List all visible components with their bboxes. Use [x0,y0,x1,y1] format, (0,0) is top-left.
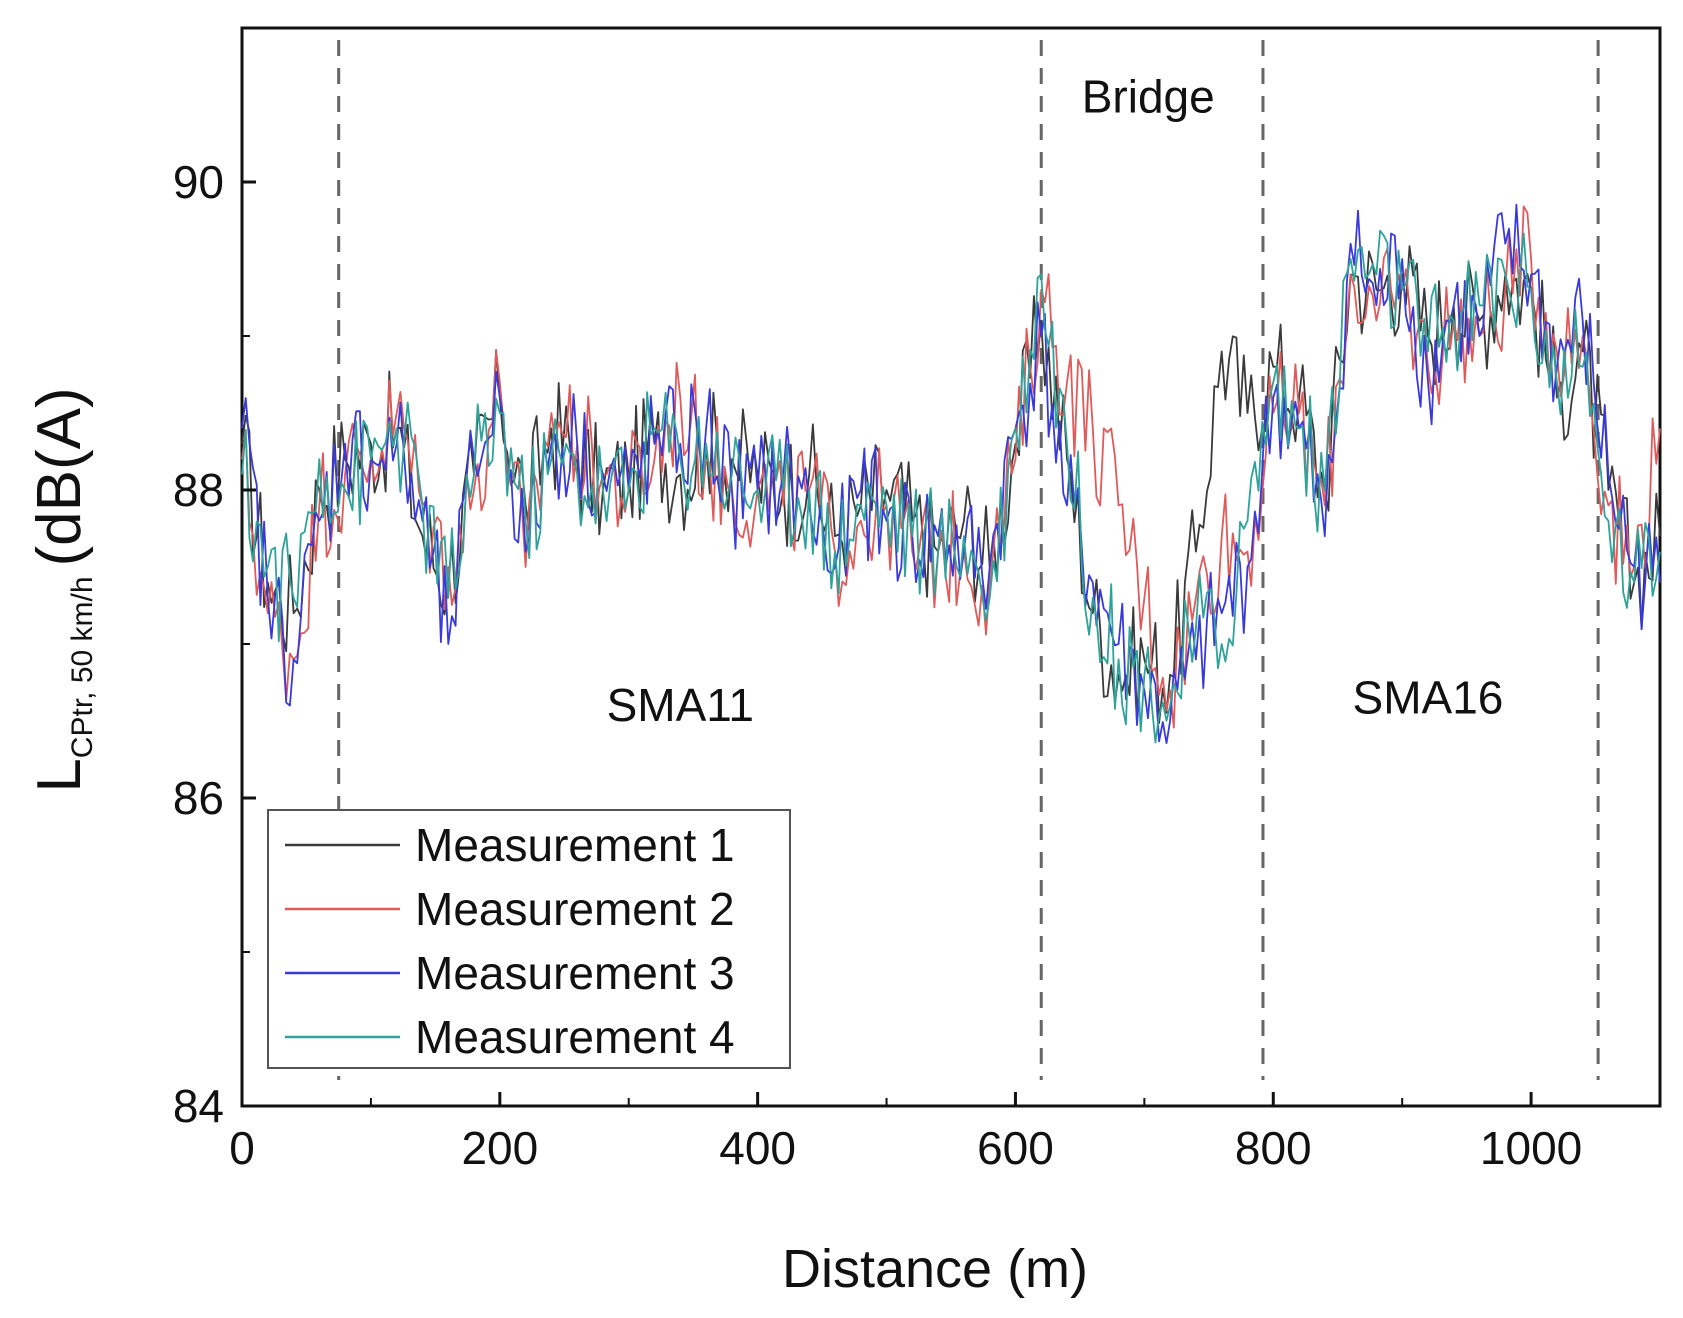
y-axis-title: LCPtr, 50 km/h (dB(A) [25,387,99,792]
region-label-sma16: SMA16 [1353,671,1504,723]
series-line-2 [241,205,1661,729]
svg-text:LCPtr, 50 km/h(dB(A): LCPtr, 50 km/h (dB(A) [25,387,99,792]
region-labels: SMA11 Bridge SMA16 [607,71,1504,731]
x-tick-label: 800 [1235,1122,1312,1174]
x-tick-label: 0 [229,1122,255,1174]
series-line-4 [241,229,1661,744]
x-tick-label: 400 [719,1122,796,1174]
legend-label-4: Measurement 4 [415,1011,735,1063]
legend-label-2: Measurement 2 [415,883,735,935]
y-tick-label: 84 [173,1080,224,1132]
y-tick-label: 86 [173,772,224,824]
y-axis-unit: (dB(A) [25,387,94,566]
x-tick-label: 1000 [1480,1122,1582,1174]
x-tick-label: 600 [977,1122,1054,1174]
plot-frame [240,26,1662,1108]
series-line-3 [241,203,1661,744]
y-tick-label: 90 [173,156,224,208]
legend-label-3: Measurement 3 [415,947,735,999]
series-line-1 [241,245,1661,725]
x-axis-title: Distance (m) [782,1239,1088,1299]
x-axis-ticks: 0 200 400 600 800 1000 [229,1092,1661,1174]
y-tick-label: 88 [173,464,224,516]
legend-items: Measurement 1 Measurement 2 Measurement 3 M… [285,819,735,1063]
legend: Measurement 1 Measurement 2 Measurement 3 M… [267,809,791,1069]
region-label-bridge: Bridge [1082,71,1215,123]
legend-label-1: Measurement 1 [415,819,735,871]
series-lines [241,203,1661,744]
region-label-sma11: SMA11 [607,679,754,731]
y-axis-ticks: 84 86 88 90 [173,27,256,1132]
legend-box [267,809,791,1069]
x-tick-label: 200 [461,1122,538,1174]
y-axis-subscript: CPtr, 50 km/h [66,576,99,758]
section-dividers [337,40,1600,1080]
y-axis-symbol: L [25,758,94,792]
